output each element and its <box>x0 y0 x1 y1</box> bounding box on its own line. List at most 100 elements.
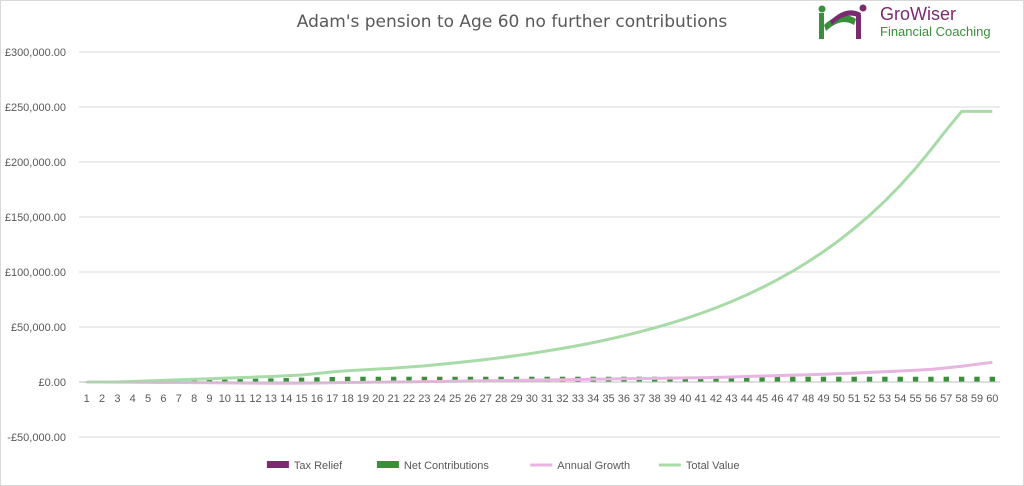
x-tick-label: 49 <box>817 393 829 405</box>
x-tick-label: 43 <box>725 393 737 405</box>
bar-net-contributions <box>437 376 443 382</box>
bar-net-contributions <box>268 378 274 382</box>
x-tick-label: 16 <box>311 393 323 405</box>
x-tick-label: 30 <box>526 393 538 405</box>
x-tick-label: 13 <box>265 393 277 405</box>
bar-net-contributions <box>344 376 351 382</box>
bar-net-contributions <box>697 376 704 382</box>
bar-net-contributions <box>728 376 735 382</box>
x-tick-label: 45 <box>756 393 768 405</box>
bar-net-contributions <box>713 376 719 382</box>
bar-net-contributions <box>329 376 335 382</box>
line-annual-growth <box>86 360 993 385</box>
bar-net-contributions <box>452 376 458 382</box>
logo-name: GroWiser <box>880 4 956 24</box>
x-tick-label: 19 <box>357 393 369 405</box>
x-tick-label: 41 <box>695 393 707 405</box>
bar-net-contributions <box>805 376 811 382</box>
bar-net-contributions <box>974 376 980 382</box>
y-tick-label: £150,000.00 <box>5 212 66 224</box>
x-tick-label: 1 <box>84 393 90 405</box>
y-tick-label: £100,000.00 <box>5 267 66 279</box>
x-tick-label: 10 <box>219 393 231 405</box>
x-tick-label: 27 <box>480 393 492 405</box>
y-axis: -£50,000.00 £0.00 £50,000.00 £100,000.00 £15… <box>5 47 66 444</box>
y-tick-label: £200,000.00 <box>5 157 66 169</box>
bar-net-contributions <box>836 376 842 382</box>
bar-net-contributions <box>790 376 796 382</box>
legend-label-net-contributions: Net Contributions <box>404 460 489 472</box>
growiser-logo: GroWiser Financial Coaching <box>816 3 1006 43</box>
x-axis: 1 2 3 4 5 6 7 8 9 10 11 12 13 14 15 16 17 18 19 20 21 22 23 24 2… <box>79 381 1000 405</box>
legend-label-total-value: Total Value <box>686 460 740 472</box>
x-tick-label: 5 <box>145 393 151 405</box>
x-tick-label: 25 <box>449 393 461 405</box>
x-tick-label: 47 <box>787 393 799 405</box>
legend-label-tax-relief: Tax Relief <box>294 460 343 472</box>
x-tick-label: 39 <box>664 393 676 405</box>
x-tick-label: 15 <box>295 393 307 405</box>
x-tick-label: 40 <box>679 393 691 405</box>
y-tick-label: -£50,000.00 <box>7 432 66 444</box>
bar-net-contributions <box>206 379 213 382</box>
x-tick-label: 17 <box>326 393 338 405</box>
x-tick-label: 29 <box>510 393 522 405</box>
x-tick-label: 33 <box>572 393 584 405</box>
bar-net-contributions <box>252 378 259 382</box>
bar-net-contributions <box>375 376 382 382</box>
x-tick-label: 31 <box>541 393 553 405</box>
y-tick-label: £0.00 <box>38 377 66 389</box>
legend-swatch-tax-relief <box>266 461 289 468</box>
x-tick-label: 18 <box>342 393 354 405</box>
x-tick-label: 34 <box>587 393 599 405</box>
y-tick-label: £50,000.00 <box>11 322 66 334</box>
chart-title: Adam's pension to Age 60 no further cont… <box>296 12 728 32</box>
bar-net-contributions <box>744 376 750 382</box>
x-tick-label: 38 <box>649 393 661 405</box>
bar-net-contributions <box>283 378 289 382</box>
x-tick-label: 52 <box>863 393 875 405</box>
x-tick-label: 6 <box>160 393 166 405</box>
x-tick-label: 37 <box>633 393 645 405</box>
x-tick-label: 48 <box>802 393 814 405</box>
x-tick-label: 46 <box>771 393 783 405</box>
legend-swatch-net-contributions <box>376 461 399 468</box>
bar-net-contributions <box>360 376 366 382</box>
bar-net-contributions <box>774 376 781 382</box>
line-series <box>86 109 993 385</box>
x-tick-label: 4 <box>130 393 136 405</box>
bar-net-contributions <box>759 376 765 382</box>
x-tick-label: 57 <box>940 393 952 405</box>
bar-net-contributions <box>882 376 888 382</box>
x-tick-label: 54 <box>894 393 906 405</box>
bar-net-contributions <box>928 376 934 382</box>
bar-net-contributions <box>222 379 228 382</box>
x-tick-label: 56 <box>925 393 937 405</box>
x-tick-label: 60 <box>986 393 998 405</box>
x-tick-label: 42 <box>710 393 722 405</box>
x-tick-label: 11 <box>234 393 245 405</box>
x-tick-label: 2 <box>99 393 105 405</box>
x-tick-label: 21 <box>388 393 400 405</box>
bar-net-contributions <box>866 376 873 382</box>
x-tick-label: 28 <box>495 393 507 405</box>
bar-net-contributions <box>298 377 305 382</box>
legend-label-annual-growth: Annual Growth <box>557 460 630 472</box>
x-tick-label: 59 <box>971 393 983 405</box>
legend: Tax Relief Net Contributions Annual Growth… <box>266 460 740 472</box>
x-tick-label: 50 <box>833 393 845 405</box>
bar-net-contributions <box>191 380 197 382</box>
x-tick-label: 35 <box>602 393 614 405</box>
bar-net-contributions <box>989 376 996 382</box>
bar-net-contributions <box>897 376 903 382</box>
x-tick-label: 23 <box>418 393 430 405</box>
x-tick-label: 36 <box>618 393 630 405</box>
y-tick-label: £250,000.00 <box>5 102 66 114</box>
x-tick-label: 51 <box>848 393 860 405</box>
bar-net-contributions <box>314 377 320 382</box>
x-tick-label: 55 <box>909 393 921 405</box>
logo-figures-icon <box>818 4 867 39</box>
x-tick-label: 26 <box>464 393 476 405</box>
